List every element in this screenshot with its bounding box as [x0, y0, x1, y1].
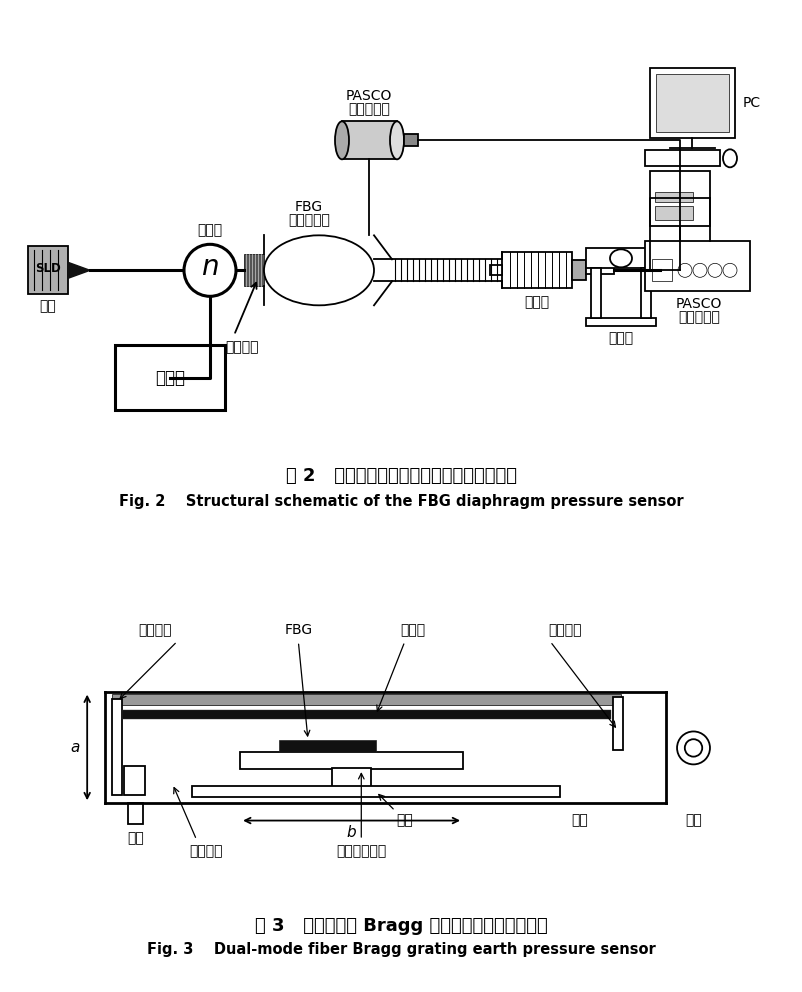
- Ellipse shape: [335, 121, 349, 160]
- Bar: [112, 699, 122, 796]
- Bar: [656, 74, 729, 132]
- Text: 环行器: 环行器: [197, 223, 223, 237]
- Text: 光源: 光源: [39, 300, 56, 313]
- Bar: [502, 252, 572, 289]
- Bar: [572, 260, 586, 281]
- Bar: [655, 206, 693, 220]
- Text: 壳体: 壳体: [571, 813, 588, 827]
- Bar: [122, 710, 611, 719]
- Ellipse shape: [610, 249, 632, 267]
- Polygon shape: [660, 262, 674, 279]
- Circle shape: [685, 739, 703, 757]
- Text: n: n: [201, 253, 219, 282]
- Polygon shape: [68, 262, 90, 279]
- Circle shape: [678, 263, 692, 278]
- Bar: [586, 266, 614, 275]
- Bar: [342, 121, 397, 160]
- Bar: [112, 693, 621, 705]
- Ellipse shape: [723, 150, 737, 168]
- Bar: [490, 265, 502, 276]
- Text: 压力传感器: 压力传感器: [348, 102, 390, 116]
- Bar: [128, 804, 144, 824]
- Circle shape: [708, 263, 722, 278]
- Bar: [332, 768, 371, 796]
- Text: 压力传感器: 压力传感器: [288, 213, 330, 227]
- Text: 底板: 底板: [396, 813, 413, 827]
- Bar: [674, 258, 680, 266]
- Text: 传压杆: 传压杆: [400, 623, 425, 637]
- Text: 传压油腔: 传压油腔: [189, 844, 223, 858]
- Bar: [115, 345, 225, 411]
- Text: 注射器: 注射器: [525, 296, 549, 310]
- Bar: [124, 766, 145, 796]
- Circle shape: [677, 731, 710, 765]
- Text: 光纤: 光纤: [685, 813, 702, 827]
- Bar: [591, 268, 601, 318]
- Text: 图 3   双膜式光纤 Bragg 光栅土压力传感器原理图: 图 3 双膜式光纤 Bragg 光栅土压力传感器原理图: [254, 918, 548, 935]
- Text: 移动台: 移动台: [609, 331, 634, 345]
- Text: 数据采集卡: 数据采集卡: [678, 310, 720, 324]
- Bar: [645, 151, 720, 167]
- Text: 光谱仪: 光谱仪: [155, 369, 185, 387]
- Bar: [650, 172, 710, 226]
- Ellipse shape: [390, 121, 404, 160]
- Text: 等强度悬臂梁: 等强度悬臂梁: [336, 844, 387, 858]
- Circle shape: [723, 263, 737, 278]
- Bar: [641, 268, 651, 318]
- Bar: [652, 259, 672, 282]
- Bar: [655, 192, 693, 202]
- Text: 一次膜片: 一次膜片: [138, 623, 172, 637]
- Circle shape: [693, 263, 707, 278]
- Text: PC: PC: [743, 96, 761, 110]
- Bar: [241, 752, 463, 769]
- Text: Fig. 2    Structural schematic of the FBG diaphragm pressure sensor: Fig. 2 Structural schematic of the FBG d…: [119, 494, 683, 509]
- Text: b: b: [346, 824, 356, 839]
- Bar: [674, 275, 680, 283]
- Bar: [244, 254, 264, 287]
- Text: 橡胶薄膜: 橡胶薄膜: [225, 340, 259, 354]
- Text: 油嘴: 油嘴: [128, 831, 144, 845]
- Text: Fig. 3    Dual-mode fiber Bragg grating earth pressure sensor: Fig. 3 Dual-mode fiber Bragg grating ear…: [147, 941, 655, 957]
- Circle shape: [184, 244, 236, 297]
- Bar: [586, 248, 656, 268]
- Bar: [613, 696, 623, 750]
- Text: FBG: FBG: [295, 200, 323, 214]
- Bar: [192, 786, 560, 798]
- Text: FBG: FBG: [284, 623, 313, 637]
- Bar: [586, 318, 656, 326]
- Text: PASCO: PASCO: [676, 298, 722, 311]
- Bar: [279, 740, 376, 752]
- Text: a: a: [71, 740, 80, 756]
- Text: SLD: SLD: [35, 262, 61, 275]
- Bar: [645, 241, 750, 292]
- Text: PASCO: PASCO: [346, 89, 392, 103]
- Ellipse shape: [264, 235, 374, 306]
- Text: 二次膜片: 二次膜片: [548, 623, 581, 637]
- Text: 图 2   膜片式光纤光栅压力传感器结构示意图: 图 2 膜片式光纤光栅压力传感器结构示意图: [286, 467, 516, 485]
- Bar: [404, 134, 418, 146]
- Bar: [28, 246, 68, 295]
- Bar: [650, 68, 735, 138]
